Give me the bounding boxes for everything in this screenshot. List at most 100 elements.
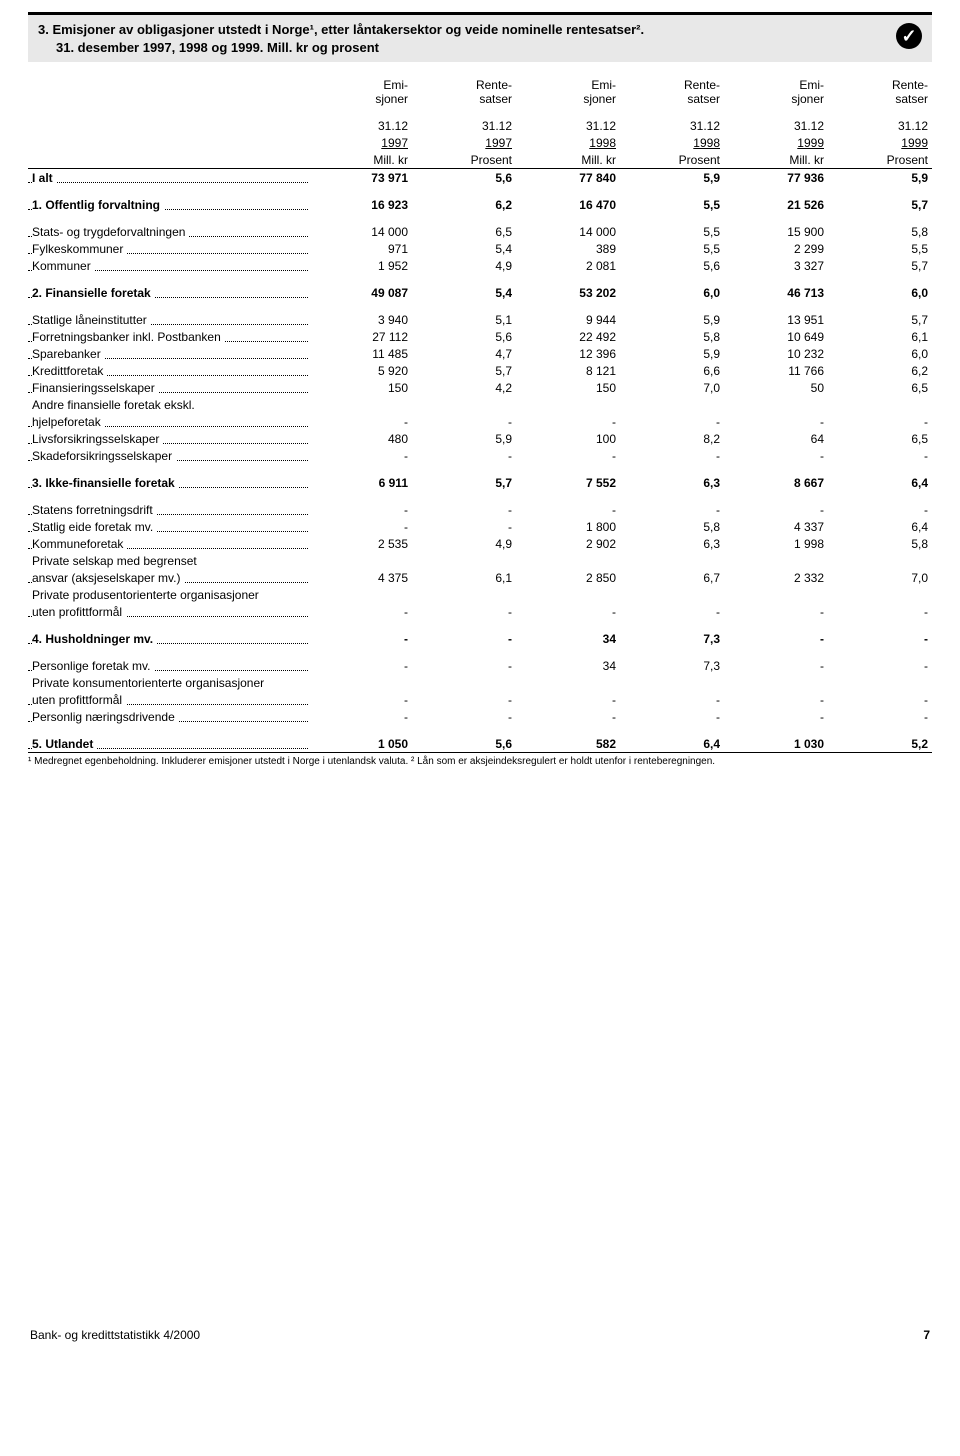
row-label: 3. Ikke-finansielle foretak [28,474,308,491]
table-title: 3. Emisjoner av obligasjoner utstedt i N… [38,21,922,56]
row-label: Statlige låneinstitutter [28,311,308,328]
cell [620,586,724,603]
cell: 46 713 [724,284,828,301]
cell: - [620,447,724,464]
table-row: Fylkeskommuner9715,43895,52 2995,5 [28,240,932,257]
cell: 3 940 [308,311,412,328]
cell [412,586,516,603]
table-row: Kredittforetak5 9205,78 1216,611 7666,2 [28,362,932,379]
cell: 73 971 [308,169,412,187]
cell: 6,4 [620,735,724,753]
cell [620,396,724,413]
table-row: 1. Offentlig forvaltning16 9236,216 4705… [28,196,932,213]
cell: 6,5 [828,430,932,447]
cell: 6 911 [308,474,412,491]
cell: - [308,501,412,518]
col-head: Rente-satser [620,76,724,107]
cell: 6,4 [828,474,932,491]
row-label: I alt [28,169,308,187]
cell: 6,2 [412,196,516,213]
cell: 5,9 [620,311,724,328]
col-head: Emi-sjoner [516,76,620,107]
col-head: Emi-sjoner [308,76,412,107]
row-label: Private produsentorienterte organisasjon… [28,586,308,603]
cell: 2 902 [516,535,620,552]
footnote: ¹ Medregnet egenbeholdning. Inkluderer e… [28,755,932,768]
header-row-unit: Mill. kr Prosent Mill. kr Prosent Mill. … [28,151,932,169]
cell [308,396,412,413]
cell: 8 667 [724,474,828,491]
cell: 5,9 [828,169,932,187]
table-row: ansvar (aksjeselskaper mv.)4 3756,12 850… [28,569,932,586]
cell: 6,0 [828,345,932,362]
cell: 8 121 [516,362,620,379]
cell: - [516,501,620,518]
table-row: hjelpeforetak------ [28,413,932,430]
cell: - [724,603,828,620]
cell: 7 552 [516,474,620,491]
row-label: 5. Utlandet [28,735,308,753]
cell: 6,5 [412,223,516,240]
cell: 5,9 [620,169,724,187]
cell: 5,7 [412,474,516,491]
cell: 14 000 [308,223,412,240]
cell: 14 000 [516,223,620,240]
cell: 6,3 [620,535,724,552]
cell: 49 087 [308,284,412,301]
cell: 5,7 [412,362,516,379]
cell: 5,8 [620,518,724,535]
row-label: 2. Finansielle foretak [28,284,308,301]
cell: - [412,447,516,464]
page-footer: Bank- og kredittstatistikk 4/2000 7 [28,1328,932,1342]
table-row: Statlig eide foretak mv.--1 8005,84 3376… [28,518,932,535]
table-row: Livsforsikringsselskaper4805,91008,2646,… [28,430,932,447]
row-label: Private selskap med begrenset [28,552,308,569]
cell: 6,4 [828,518,932,535]
cell: 6,7 [620,569,724,586]
cell [828,674,932,691]
cell: 1 952 [308,257,412,274]
cell [308,586,412,603]
cell: 3 327 [724,257,828,274]
cell: 480 [308,430,412,447]
cell: - [308,657,412,674]
row-label: Private konsumentorienterte organisasjon… [28,674,308,691]
cell: - [828,413,932,430]
cell: 6,1 [412,569,516,586]
cell: - [620,501,724,518]
cell: 12 396 [516,345,620,362]
table-row: Statlige låneinstitutter3 9405,19 9445,9… [28,311,932,328]
table-row: Andre finansielle foretak ekskl. [28,396,932,413]
cell: 27 112 [308,328,412,345]
cell: - [620,603,724,620]
cell: 6,5 [828,379,932,396]
cell: 2 535 [308,535,412,552]
cell: 5,4 [412,240,516,257]
row-label: uten profittformål [28,691,308,708]
cell: 5,6 [412,735,516,753]
cell: 150 [516,379,620,396]
row-label: Andre finansielle foretak ekskl. [28,396,308,413]
cell: 1 800 [516,518,620,535]
cell: - [724,413,828,430]
cell: 5,9 [620,345,724,362]
cell: - [620,691,724,708]
cell: 50 [724,379,828,396]
cell: - [412,691,516,708]
cell: 77 840 [516,169,620,187]
row-label: Kredittforetak [28,362,308,379]
table-row: I alt73 9715,677 8405,977 9365,9 [28,169,932,187]
cell: 7,0 [620,379,724,396]
row-label: 1. Offentlig forvaltning [28,196,308,213]
cell: - [620,708,724,725]
row-label: Livsforsikringsselskaper [28,430,308,447]
cell: 582 [516,735,620,753]
cell: 6,3 [620,474,724,491]
cell: 77 936 [724,169,828,187]
cell: 100 [516,430,620,447]
cell: - [828,603,932,620]
cell: 5,8 [828,223,932,240]
table-row: Private produsentorienterte organisasjon… [28,586,932,603]
cell: 4,9 [412,535,516,552]
cell: 1 998 [724,535,828,552]
